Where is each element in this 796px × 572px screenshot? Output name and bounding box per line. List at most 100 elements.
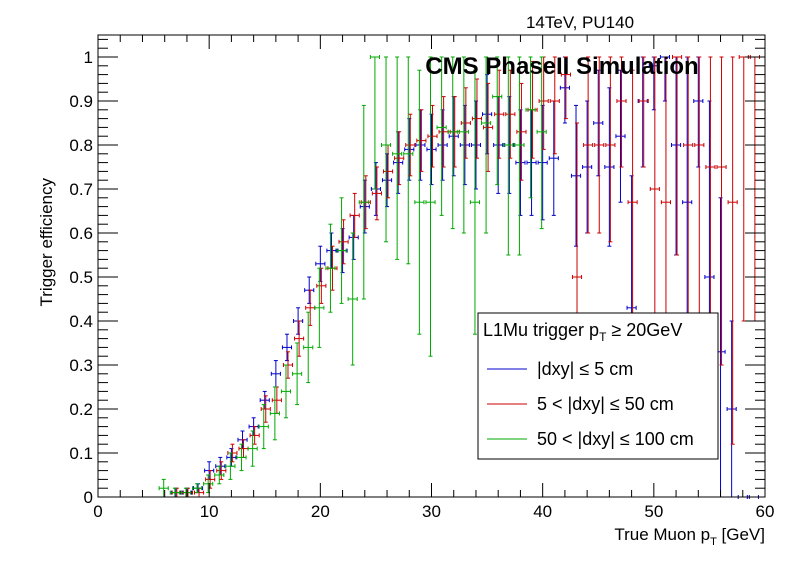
data-point [280, 364, 292, 419]
data-point [505, 69, 516, 159]
series-2 [158, 55, 547, 498]
data-point [536, 56, 547, 230]
data-point [605, 56, 616, 243]
data-point [414, 69, 425, 335]
data-point [281, 333, 293, 362]
y-tick-label: 0.5 [69, 268, 93, 287]
legend-label-green: 50 < |dxy| ≤ 100 cm [537, 429, 694, 449]
data-point [594, 56, 605, 234]
data-point [649, 56, 660, 322]
cms-annotation: CMS PhaseII Simulation [425, 53, 698, 80]
y-tick-label: 1 [84, 48, 93, 67]
data-point [303, 311, 314, 384]
x-tick-label: 60 [756, 502, 775, 521]
data-point [325, 223, 336, 313]
data-point [347, 232, 358, 366]
data-point [247, 430, 258, 467]
data-point [672, 55, 683, 256]
data-point [481, 56, 492, 234]
data-point [503, 56, 514, 256]
y-tick-label: 0.7 [69, 180, 93, 199]
data-point [427, 104, 438, 168]
data-point [371, 166, 382, 221]
data-point [316, 267, 327, 304]
y-tick-label: 0.2 [69, 400, 93, 419]
data-point [236, 443, 247, 472]
x-axis-label-sub: T [710, 536, 717, 548]
data-point [338, 219, 349, 265]
y-tick-label: 0.8 [69, 136, 93, 155]
data-point [582, 100, 593, 234]
legend-label-red: 5 < |dxy| ≤ 50 cm [537, 394, 674, 414]
data-point [727, 56, 738, 445]
data-point [359, 179, 370, 234]
legend-header-prefix: L1Mu trigger p [483, 320, 599, 340]
data-point [269, 386, 280, 441]
data-point [225, 452, 236, 480]
x-tick-label: 50 [644, 502, 663, 521]
data-point [560, 56, 571, 120]
y-tick-label: 0.9 [69, 92, 93, 111]
data-point [392, 56, 403, 260]
data-point [292, 342, 303, 406]
data-point [416, 109, 427, 172]
data-point [469, 69, 481, 335]
data-point [214, 465, 225, 485]
data-point [616, 56, 627, 168]
data-point [426, 113, 437, 186]
legend: L1Mu trigger pT ≥ 20GeV |dxy| ≤ 5 cm 5 <… [477, 312, 719, 460]
y-tick-label: 0.3 [69, 356, 93, 375]
x-axis-label: True Muon pT [GeV] [614, 525, 765, 548]
data-point [249, 426, 260, 445]
data-point [549, 56, 560, 155]
data-point [471, 78, 483, 159]
data-point [405, 113, 416, 177]
data-point [483, 82, 494, 172]
data-point [436, 56, 447, 216]
data-point [515, 109, 526, 216]
data-point [205, 470, 216, 489]
data-point [516, 82, 527, 181]
data-point [583, 56, 594, 234]
y-tick-label: 0 [84, 488, 93, 507]
data-point [403, 56, 414, 265]
x-tick-label: 20 [311, 502, 330, 521]
y-tick-label: 0.6 [69, 224, 93, 243]
data-point [716, 56, 727, 366]
data-point [260, 395, 271, 423]
x-tick-label: 30 [422, 502, 441, 521]
legend-label-blue: |dxy| ≤ 5 cm [537, 359, 633, 379]
data-point [258, 404, 269, 450]
data-point [314, 267, 325, 348]
data-point [538, 56, 549, 150]
data-point [425, 56, 436, 357]
data-point [380, 56, 392, 243]
data-point [369, 55, 380, 190]
data-point [191, 483, 203, 494]
data-point [315, 245, 326, 282]
legend-header-suffix: ≥ 20GeV [606, 320, 682, 340]
data-point [270, 360, 281, 388]
chart-title: 14TeV, PU140 [526, 13, 634, 32]
data-point [394, 131, 405, 186]
data-point [358, 104, 369, 300]
legend-header: L1Mu trigger pT ≥ 20GeV [483, 320, 682, 344]
y-axis-label: Trigger efficiency [37, 178, 56, 307]
y-tick-label: 0.1 [69, 444, 93, 463]
data-point [216, 461, 227, 480]
data-point [494, 69, 505, 159]
x-tick-label: 40 [533, 502, 552, 521]
data-point [570, 104, 582, 247]
data-point [294, 320, 305, 357]
data-point [447, 56, 458, 230]
data-point [638, 56, 649, 168]
y-tick-label: 0.4 [69, 312, 93, 331]
x-axis-label-unit: [GeV] [717, 525, 765, 544]
data-point [514, 56, 525, 256]
data-point [437, 109, 448, 181]
data-point [460, 87, 471, 159]
data-point [559, 56, 570, 124]
axes-layer: 0 10 20 30 40 50 60 0 0.1 0.2 0.3 0.4 0.5 0.6 0.7 0.8 0.… [69, 35, 774, 521]
legend-box [477, 312, 719, 460]
